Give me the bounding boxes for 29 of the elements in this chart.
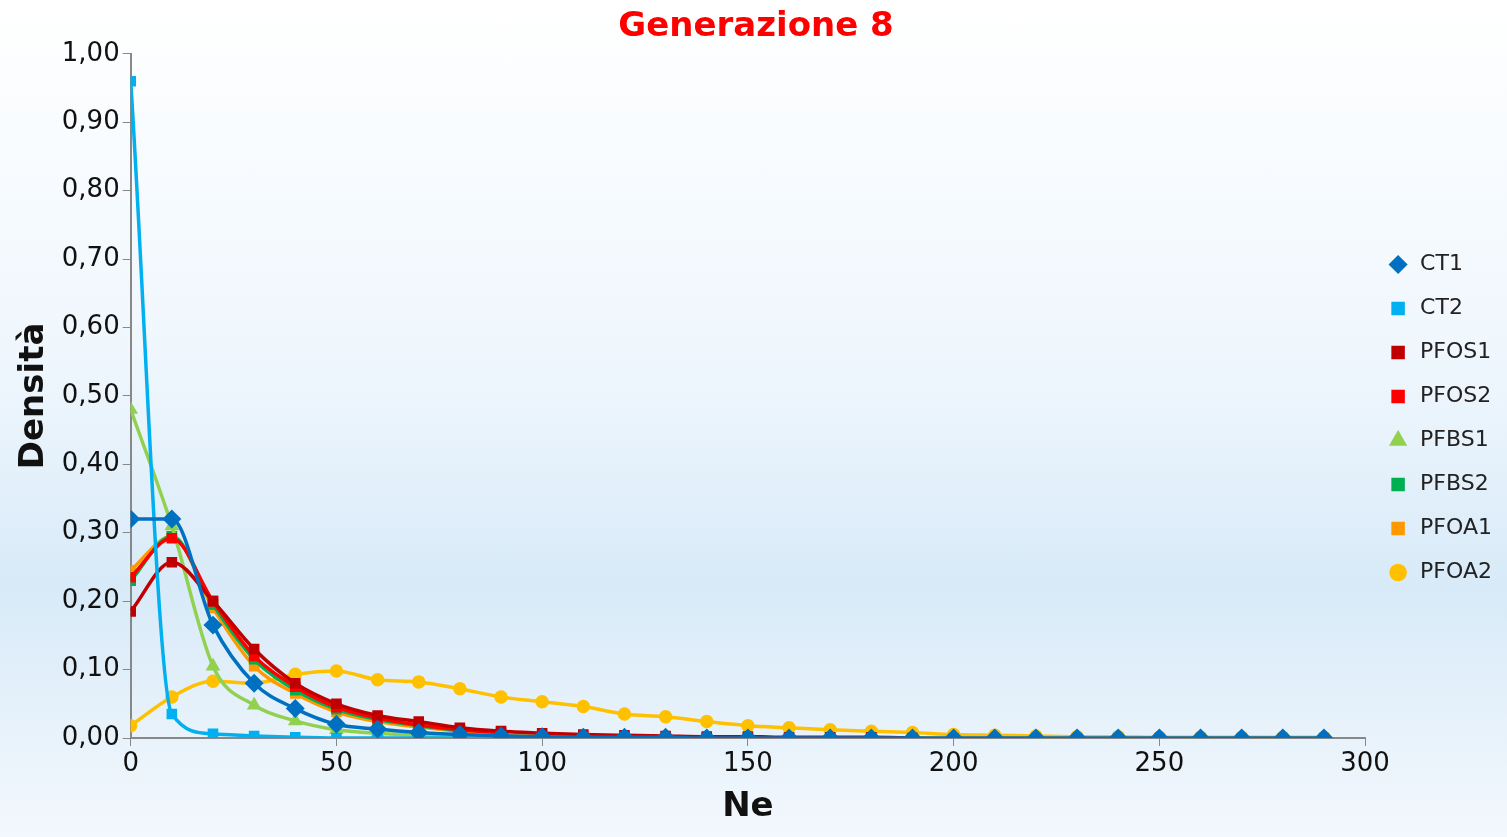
legend-label: CT1 — [1420, 250, 1463, 276]
y-tick-label: 0,30 — [61, 515, 120, 546]
chart-title: Generazione 8 — [618, 4, 894, 45]
legend-label: CT2 — [1420, 294, 1463, 320]
y-tick-label: 0,40 — [61, 447, 120, 478]
y-tick-label: 0,20 — [61, 583, 120, 614]
legend-label: PFOS1 — [1420, 338, 1492, 364]
x-tick-label: 250 — [1134, 747, 1185, 778]
legend-label: PFBS1 — [1420, 426, 1489, 452]
y-tick-label: 0,60 — [61, 310, 120, 341]
y-tick-label: 1,00 — [61, 36, 120, 67]
x-tick-label: 50 — [319, 747, 353, 778]
legend-label: PFOA1 — [1420, 514, 1493, 540]
y-axis-title: Densità — [11, 322, 52, 470]
x-axis-title: Ne — [722, 784, 774, 825]
x-tick-label: 150 — [723, 747, 773, 778]
x-tick-label: 200 — [928, 747, 979, 778]
y-tick-label: 0,80 — [61, 173, 120, 204]
y-tick-label: 0,90 — [61, 104, 120, 135]
y-tick-label: 0,50 — [61, 378, 120, 409]
x-tick-label: 100 — [517, 747, 567, 778]
x-tick-label: 300 — [1340, 747, 1390, 778]
legend-label: PFOS2 — [1420, 382, 1492, 408]
legend-label: PFBS2 — [1420, 470, 1489, 496]
x-tick-label: 0 — [122, 747, 139, 778]
y-tick-label: 0,10 — [61, 652, 120, 683]
legend-label: PFOA2 — [1420, 558, 1493, 584]
y-tick-label: 0,00 — [61, 720, 120, 751]
y-tick-label: 0,70 — [61, 241, 120, 272]
